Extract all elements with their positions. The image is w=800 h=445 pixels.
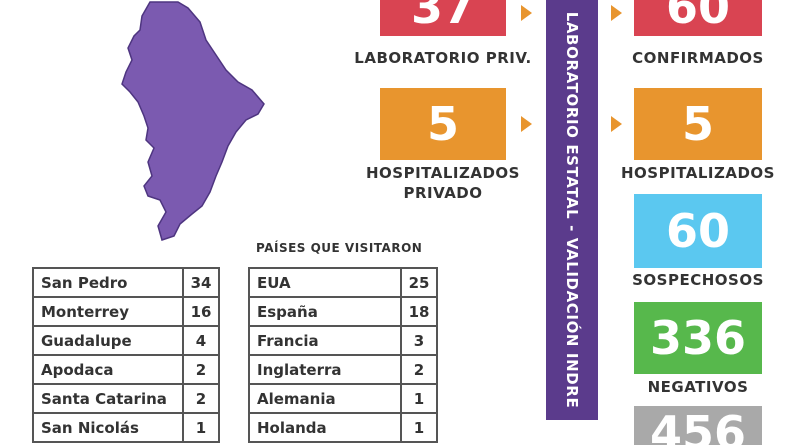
pais-count: 1 [400, 383, 438, 414]
municipio-count: 34 [182, 267, 220, 298]
pais-count: 1 [400, 412, 438, 443]
municipio-name: San Pedro [32, 267, 184, 298]
arrow-icon [611, 116, 622, 132]
pais-name: España [248, 296, 402, 327]
municipio-name: Apodaca [32, 354, 184, 385]
pais-count: 3 [400, 325, 438, 356]
sospechosos-value: 60 [665, 204, 730, 258]
table-row: Alemania 1 [248, 383, 438, 414]
pais-name: Francia [248, 325, 402, 356]
municipios-table: San Pedro 34 Monterrey 16 Guadalupe 4 Apoda… [32, 267, 220, 443]
negativos-value: 336 [649, 311, 747, 365]
municipio-count: 1 [182, 412, 220, 443]
arrow-icon [611, 5, 622, 21]
negativos-label: NEGATIVOS [647, 378, 749, 396]
lab-estatal-bar [546, 0, 598, 420]
confirmados-box: 60 [634, 0, 762, 36]
municipio-name: Guadalupe [32, 325, 184, 356]
hospitalizados-box: 5 [634, 88, 762, 160]
lab-priv-box: 37 [380, 0, 506, 36]
municipio-count: 16 [182, 296, 220, 327]
negativos-box: 336 [634, 302, 762, 374]
table-row: EUA 25 [248, 267, 438, 298]
pais-count: 25 [400, 267, 438, 298]
arrow-icon [521, 5, 532, 21]
municipio-count: 2 [182, 354, 220, 385]
table-row: San Nicolás 1 [32, 412, 220, 443]
lab-estatal-text: LABORATORIO ESTATAL - VALIDACIÓN INDRE [563, 11, 581, 409]
hosp-priv-label-line1: HOSPITALIZADOS [366, 164, 520, 182]
paises-table: EUA 25 España 18 Francia 3 Inglaterra 2 Alem… [248, 267, 438, 443]
state-map [121, 1, 265, 241]
table-row: Inglaterra 2 [248, 354, 438, 385]
hosp-priv-label-line2: PRIVADO [403, 184, 483, 202]
pais-count: 2 [400, 354, 438, 385]
sospechosos-box: 60 [634, 194, 762, 268]
total-value: 456 [649, 406, 747, 445]
municipio-count: 2 [182, 383, 220, 414]
municipio-name: Monterrey [32, 296, 184, 327]
pais-name: Alemania [248, 383, 402, 414]
total-box: 456 [634, 406, 762, 445]
municipio-count: 4 [182, 325, 220, 356]
municipio-name: Santa Catarina [32, 383, 184, 414]
municipio-name: San Nicolás [32, 412, 184, 443]
table-row: Apodaca 2 [32, 354, 220, 385]
hospitalizados-value: 5 [681, 97, 714, 151]
confirmados-value: 60 [665, 0, 730, 34]
paises-title: PAÍSES QUE VISITARON [256, 241, 423, 255]
lab-priv-label: LABORATORIO PRIV. [354, 49, 532, 67]
table-row: Guadalupe 4 [32, 325, 220, 356]
hosp-priv-label: HOSPITALIZADOS PRIVADO [346, 163, 540, 203]
table-row: Santa Catarina 2 [32, 383, 220, 414]
pais-count: 18 [400, 296, 438, 327]
table-row: Monterrey 16 [32, 296, 220, 327]
state-map-shape [121, 1, 265, 241]
arrow-icon [521, 116, 532, 132]
table-row: San Pedro 34 [32, 267, 220, 298]
table-row: Holanda 1 [248, 412, 438, 443]
hosp-priv-box: 5 [380, 88, 506, 160]
table-row: España 18 [248, 296, 438, 327]
table-row: Francia 3 [248, 325, 438, 356]
pais-name: Inglaterra [248, 354, 402, 385]
confirmados-label: CONFIRMADOS [632, 49, 764, 67]
sospechosos-label: SOSPECHOSOS [632, 271, 764, 289]
pais-name: EUA [248, 267, 402, 298]
lab-priv-value: 37 [410, 0, 475, 34]
pais-name: Holanda [248, 412, 402, 443]
hospitalizados-label: HOSPITALIZADOS [621, 164, 775, 182]
hosp-priv-value: 5 [426, 97, 459, 151]
